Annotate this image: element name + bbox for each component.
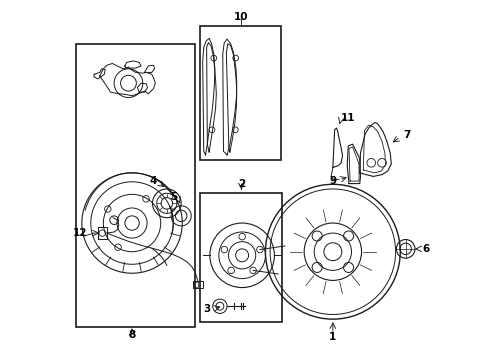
Text: 6: 6 — [423, 244, 430, 254]
Text: 8: 8 — [128, 330, 136, 340]
Text: 7: 7 — [403, 130, 410, 140]
Bar — [194, 282, 197, 287]
Bar — [76, 44, 195, 327]
Text: 3: 3 — [204, 304, 211, 314]
Text: 9: 9 — [329, 176, 337, 186]
Bar — [193, 281, 203, 288]
Bar — [200, 26, 281, 160]
Text: 12: 12 — [73, 228, 87, 238]
Text: 2: 2 — [238, 179, 245, 189]
Text: 5: 5 — [171, 192, 177, 202]
Text: 1: 1 — [329, 332, 337, 342]
Text: 10: 10 — [234, 12, 248, 22]
Text: 11: 11 — [341, 113, 356, 123]
Bar — [200, 193, 282, 321]
Text: 4: 4 — [149, 176, 157, 186]
